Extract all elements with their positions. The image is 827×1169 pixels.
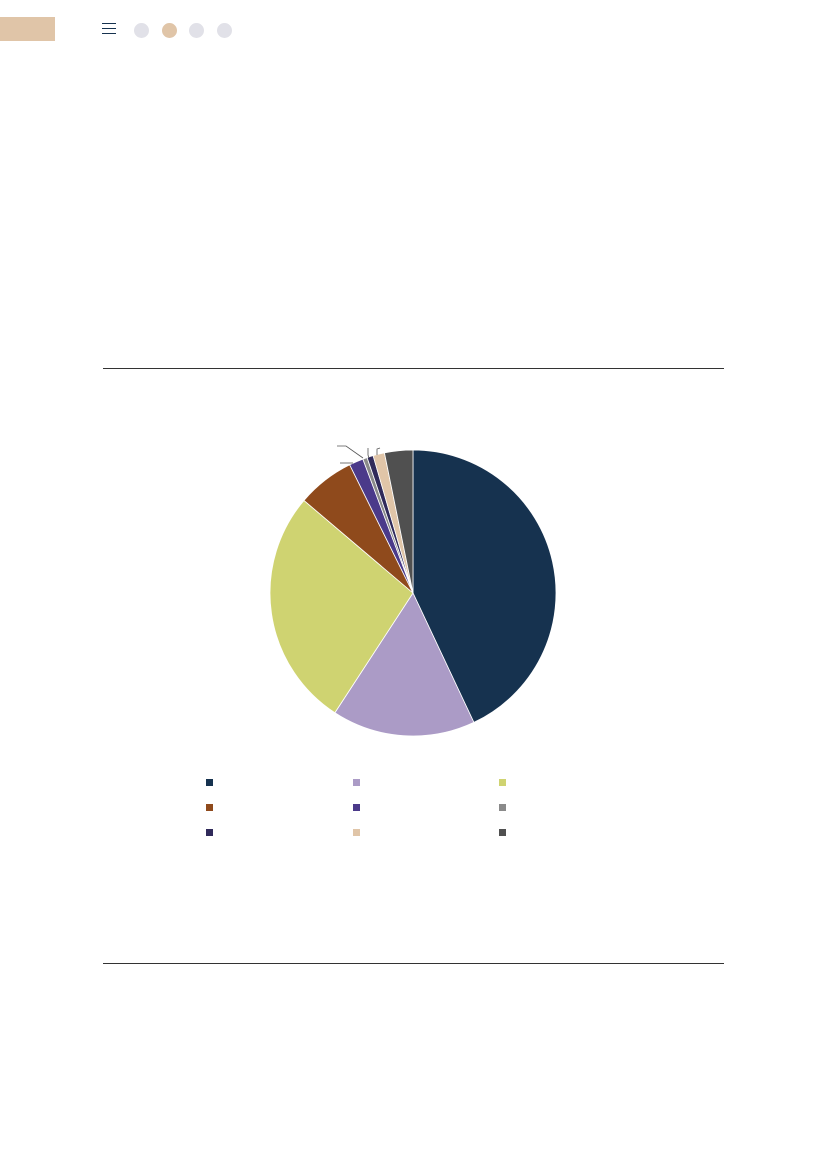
- leader-lines: [337, 445, 381, 464]
- page-dot[interactable]: [161, 23, 177, 38]
- legend-swatch: [352, 804, 360, 811]
- page-dot[interactable]: [134, 23, 149, 38]
- leader-line: [337, 445, 364, 459]
- pie-slice: [269, 499, 414, 714]
- legend-swatch: [499, 829, 506, 836]
- top-rule: [103, 368, 724, 369]
- leader-line: [367, 448, 370, 459]
- pie-slice: [412, 449, 557, 723]
- legend-swatch: [206, 804, 213, 811]
- page-dot[interactable]: [216, 23, 232, 38]
- pie-slice: [334, 592, 475, 737]
- legend-swatch: [352, 829, 360, 836]
- pie-slice: [383, 449, 414, 594]
- legend-swatch: [499, 804, 506, 811]
- hamburger-icon[interactable]: [102, 23, 116, 35]
- section-tab: [0, 17, 55, 41]
- legend-swatch: [499, 779, 506, 786]
- legend-swatch: [352, 779, 360, 786]
- bottom-rule: [103, 963, 724, 964]
- leader-line: [376, 447, 381, 455]
- legend-swatch: [206, 779, 213, 786]
- page-dot[interactable]: [189, 23, 204, 38]
- legend-swatch: [206, 829, 213, 836]
